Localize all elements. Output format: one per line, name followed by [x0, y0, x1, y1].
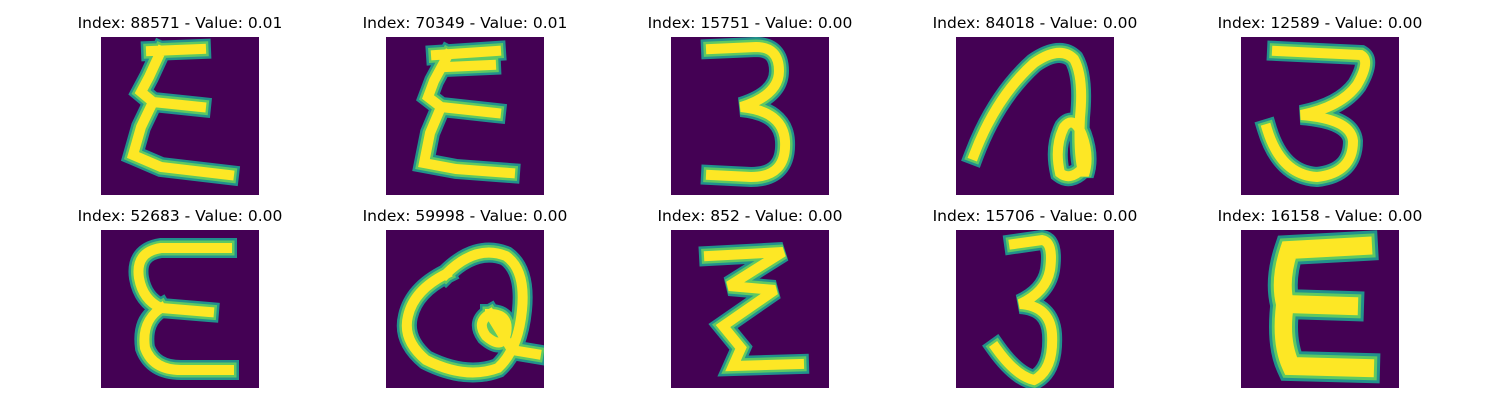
handwritten-zigzag-icon: [671, 230, 829, 388]
tile-3: Index: 15751 - Value: 0.00: [620, 3, 880, 195]
tile-title: Index: 12589 - Value: 0.00: [1217, 14, 1423, 32]
tile-title: Index: 852 - Value: 0.00: [657, 207, 843, 225]
tile-title: Index: 70349 - Value: 0.01: [362, 14, 568, 32]
tile-6: Index: 52683 - Value: 0.00: [50, 196, 310, 388]
handwritten-three-icon: [956, 230, 1114, 388]
tile-title: Index: 59998 - Value: 0.00: [362, 207, 568, 225]
handwritten-loop-icon: [386, 230, 544, 388]
tile-2: Index: 70349 - Value: 0.01: [335, 3, 595, 195]
handwritten-three-icon: [1241, 37, 1399, 195]
handwritten-sigma-icon: [101, 37, 259, 195]
tile-9: Index: 15706 - Value: 0.00: [905, 196, 1165, 388]
tile-title: Index: 88571 - Value: 0.01: [77, 14, 283, 32]
tile-1: Index: 88571 - Value: 0.01: [50, 3, 310, 195]
tile-title: Index: 52683 - Value: 0.00: [77, 207, 283, 225]
handwritten-epsilon-icon: [101, 230, 259, 388]
tile-title: Index: 15751 - Value: 0.00: [647, 14, 853, 32]
handwritten-loop-icon: [956, 37, 1114, 195]
tile-title: Index: 84018 - Value: 0.00: [932, 14, 1138, 32]
handwritten-e-icon: [1241, 230, 1399, 388]
tile-4: Index: 84018 - Value: 0.00: [905, 3, 1165, 195]
tile-7: Index: 59998 - Value: 0.00: [335, 196, 595, 388]
handwritten-three-icon: [671, 37, 829, 195]
tile-10: Index: 16158 - Value: 0.00: [1190, 196, 1450, 388]
tile-title: Index: 15706 - Value: 0.00: [932, 207, 1138, 225]
tile-5: Index: 12589 - Value: 0.00: [1190, 3, 1450, 195]
tile-title: Index: 16158 - Value: 0.00: [1217, 207, 1423, 225]
handwritten-sigma-icon: [386, 37, 544, 195]
tile-8: Index: 852 - Value: 0.00: [620, 196, 880, 388]
